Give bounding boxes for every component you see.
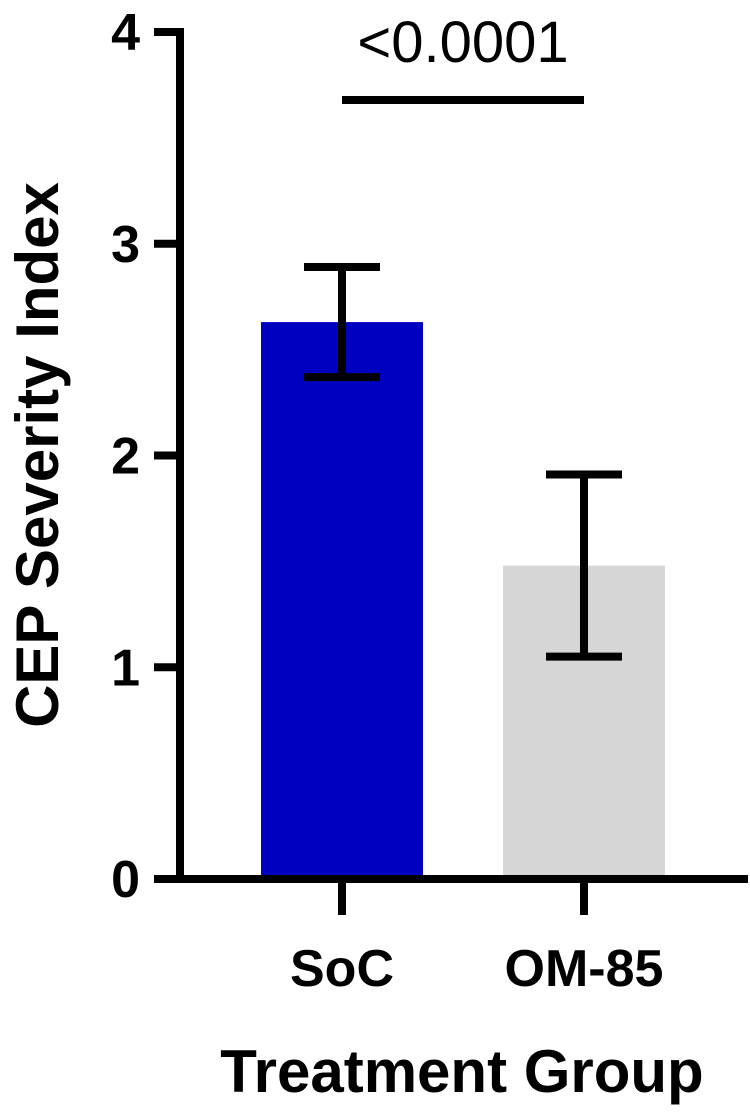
y-axis-title: CEP Severity Index	[4, 182, 71, 728]
x-tick-label-om-85: OM-85	[505, 940, 664, 998]
bars	[261, 322, 665, 879]
x-tick-label-soc: SoC	[290, 940, 394, 998]
x-ticks: SoC OM-85	[290, 879, 663, 998]
bar-soc	[261, 322, 423, 879]
y-ticks: 0 1 2 3 4	[111, 4, 180, 909]
x-axis-title: Treatment Group	[220, 1038, 703, 1105]
error-bars	[304, 263, 622, 661]
y-tick-label: 1	[111, 639, 140, 697]
y-tick-label: 2	[111, 428, 140, 486]
y-tick-label: 4	[111, 4, 140, 62]
error-bar-om-85	[546, 470, 622, 661]
y-tick-label: 0	[111, 851, 140, 909]
error-bar-soc	[304, 263, 380, 382]
significance-annotation: <0.0001	[342, 10, 584, 104]
y-tick-label: 3	[111, 216, 140, 274]
significance-label: <0.0001	[357, 10, 568, 75]
